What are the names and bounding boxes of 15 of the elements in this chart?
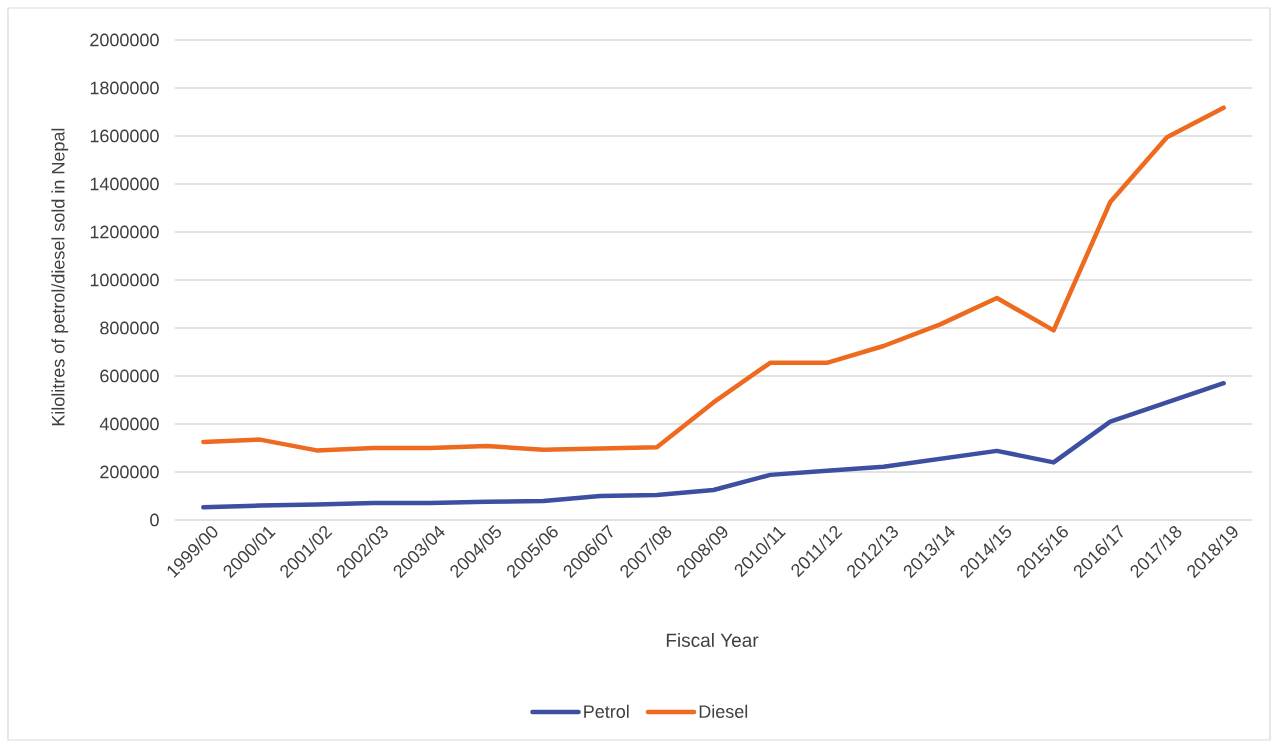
y-tick-label: 1200000 [90, 225, 159, 239]
y-tick-label: 2000000 [90, 33, 159, 47]
y-tick-label: 800000 [100, 321, 159, 335]
y-tick-label: 600000 [100, 369, 159, 383]
y-axis-title: Kilolitres of petrol/diesel sold in Nepal [51, 128, 69, 426]
y-tick-label: 400000 [99, 417, 159, 431]
y-tick-label: 1800000 [90, 81, 159, 95]
legend-label: Petrol [584, 704, 629, 718]
y-tick-label: 1000000 [90, 273, 159, 287]
y-tick-label: 1400000 [90, 177, 159, 191]
y-tick-label: 200000 [100, 465, 159, 479]
y-tick-label: 1600000 [90, 129, 159, 143]
x-axis-title: Fiscal Year [666, 633, 759, 647]
legend-label: Diesel [699, 704, 748, 718]
y-tick-label: 0 [150, 513, 159, 527]
